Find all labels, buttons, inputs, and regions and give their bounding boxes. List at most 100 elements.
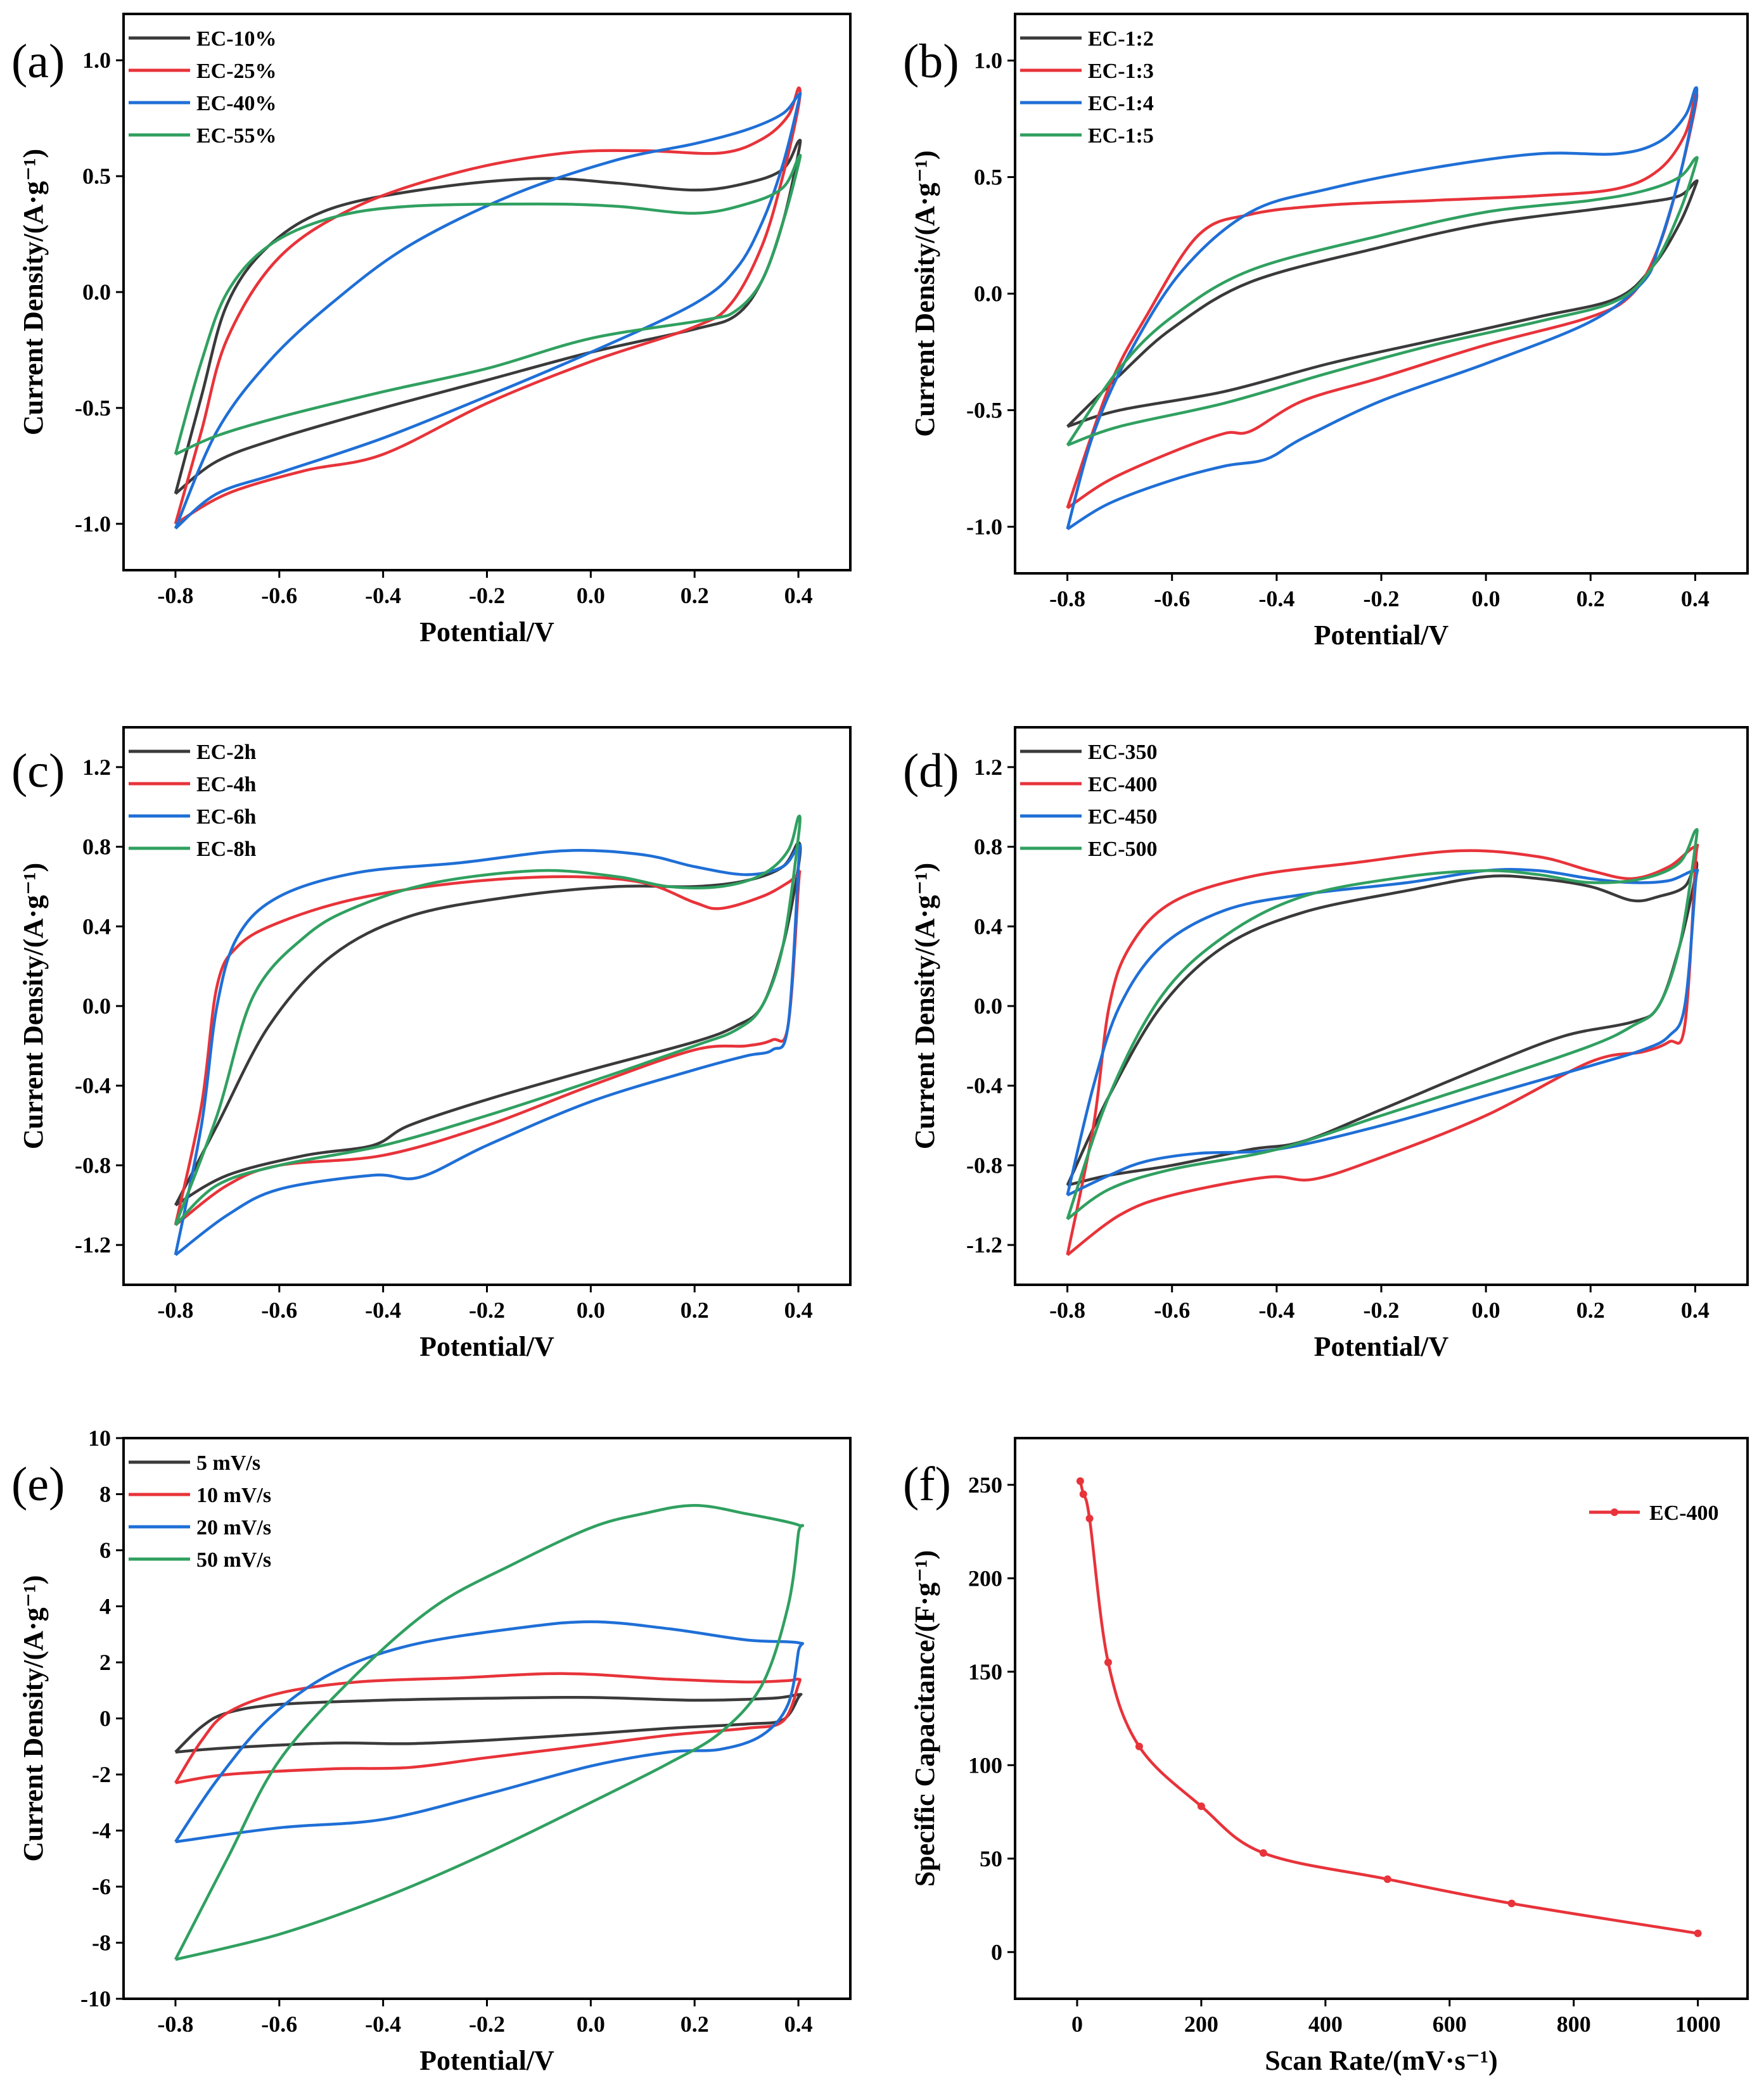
x-tick-label: -0.2 [469,2011,505,2037]
y-tick-label: 8 [99,1482,111,1507]
x-tick-label: -0.4 [365,1297,401,1323]
x-tick-label: -0.2 [469,1297,505,1323]
x-tick-label: -0.6 [1154,1297,1190,1323]
x-tick-label: 0.0 [577,583,605,608]
legend-label: EC-1:4 [1088,92,1154,115]
y-axis-label: Current Density/(A·g⁻¹) [18,1575,49,1861]
x-tick-label: 0.2 [681,583,709,608]
legend: EC-1:2 EC-1:3 EC-1:4 EC-1:5 [1020,27,1154,148]
y-tick-label: -4 [92,1818,111,1844]
y-tick-label: -1.2 [75,1232,111,1258]
legend-label: EC-350 [1088,741,1158,764]
y-tick-label: 2 [99,1650,111,1675]
panel-label: (d) [903,744,959,798]
legend: EC-350 EC-400 EC-450 EC-500 [1020,741,1158,861]
x-tick-label: -0.4 [1258,586,1294,611]
plot-frame [122,726,852,1286]
y-tick-label: 0.8 [82,834,111,860]
x-tick-label: 0.4 [784,583,813,608]
panel-label: (a) [11,35,65,88]
series-line-e-2 [174,1620,805,1844]
legend-label: EC-6h [196,805,257,829]
x-tick-label: -0.2 [469,583,505,608]
x-axis-label: Potential/V [419,616,554,647]
x-tick-label: 0.2 [1576,586,1605,611]
legend-label: EC-2h [196,741,257,764]
y-tick-label: -1.0 [966,514,1002,539]
data-point [1079,1490,1087,1498]
y-tick-label: 50 [980,1846,1002,1871]
legend-label: 50 mV/s [196,1548,271,1572]
y-tick-label: -2 [92,1762,111,1787]
legend-label: EC-55% [196,124,277,148]
data-point [1104,1659,1112,1666]
data-point [1076,1477,1084,1485]
legend-label: EC-25% [196,60,277,83]
y-tick-label: 1.2 [974,755,1002,780]
y-tick-label: 0.5 [974,165,1002,190]
y-axis-label: Current Density/(A·g⁻¹) [909,863,940,1149]
y-axis-label: Current Density/(A·g⁻¹) [909,150,940,436]
series-line-d-1 [1066,843,1699,1256]
series-line-c-1 [174,870,802,1227]
series-line-d-2 [1066,868,1699,1197]
y-axis-label: Specific Capacitance/(F·g⁻¹) [909,1550,940,1887]
data-point [1507,1899,1516,1908]
x-tick-label: -0.2 [1364,586,1400,611]
legend: EC-2h EC-4h EC-6h EC-8h [129,741,257,861]
y-tick-label: -8 [92,1930,111,1956]
legend-label: EC-400 [1649,1501,1719,1525]
legend: EC-10% EC-25% EC-40% EC-55% [129,27,277,148]
chart-panel-b: (b) -0.8 -0.6 -0.4 -0.2 0.0 0.2 0.4 -1.0 -0.5 0.0 0… [903,13,1749,651]
data-point [1694,1929,1702,1937]
y-tick-label: 0.8 [974,834,1002,860]
x-tick-label: -0.4 [1258,1297,1294,1323]
y-tick-label: 0.4 [82,914,111,939]
y-tick-label: -0.4 [966,1073,1002,1099]
x-tick-label: 0.0 [1472,586,1500,611]
x-tick-label: 0.2 [681,1297,709,1323]
x-axis-label: Scan Rate/(mV·s⁻¹) [1265,2045,1498,2076]
y-tick-label: -0.4 [75,1073,111,1099]
x-tick-label: -0.6 [261,1297,297,1323]
y-tick-label: 0.0 [974,281,1002,307]
legend-label: EC-1:5 [1088,124,1154,148]
x-tick-label: 400 [1308,2011,1343,2037]
legend: EC-400 [1589,1501,1719,1525]
y-tick-label: -1.2 [966,1232,1002,1258]
y-tick-label: 100 [968,1752,1002,1778]
series-line-c-3 [174,814,802,1227]
panel-label: (e) [11,1458,65,1511]
x-tick-label: -0.4 [365,2011,401,2037]
x-tick-label: 0.4 [1681,586,1710,611]
series-line-b-2 [1066,86,1699,531]
legend-marker [1611,1508,1618,1516]
panel-label: (f) [903,1458,951,1511]
y-tick-label: 1.0 [82,48,111,73]
series-line-e-1 [174,1672,802,1785]
x-axis-label: Potential/V [419,1331,554,1362]
x-tick-label: -0.8 [157,583,193,608]
plot-frame [1014,726,1749,1286]
y-tick-label: 0.4 [974,914,1002,939]
x-tick-label: -0.8 [157,2011,193,2037]
x-tick-label: 600 [1433,2011,1467,2037]
data-point [1197,1802,1205,1811]
x-tick-label: 0.4 [784,2011,813,2037]
chart-panel-a: (a) -0.8 -0.6 -0.4 -0.2 0.0 0.2 0.4 -1.0 -0.5 0.0 0… [11,13,852,647]
x-axis-label: Potential/V [1314,1331,1449,1362]
legend-label: EC-10% [196,27,277,51]
series-line-a-0 [174,139,802,495]
legend-label: EC-400 [1088,773,1158,796]
data-point [1085,1514,1094,1522]
x-tick-label: -0.8 [1049,586,1085,611]
x-tick-label: 0.2 [1576,1297,1605,1323]
y-tick-label: -0.5 [75,395,111,421]
x-tick-label: -0.6 [1154,586,1190,611]
y-axis-label: Current Density/(A·g⁻¹) [18,149,49,435]
x-tick-label: -0.4 [365,583,401,608]
data-point [1383,1875,1391,1883]
y-tick-label: 0 [991,1939,1002,1965]
x-tick-label: -0.8 [1049,1297,1085,1323]
series-line-a-3 [174,153,802,456]
